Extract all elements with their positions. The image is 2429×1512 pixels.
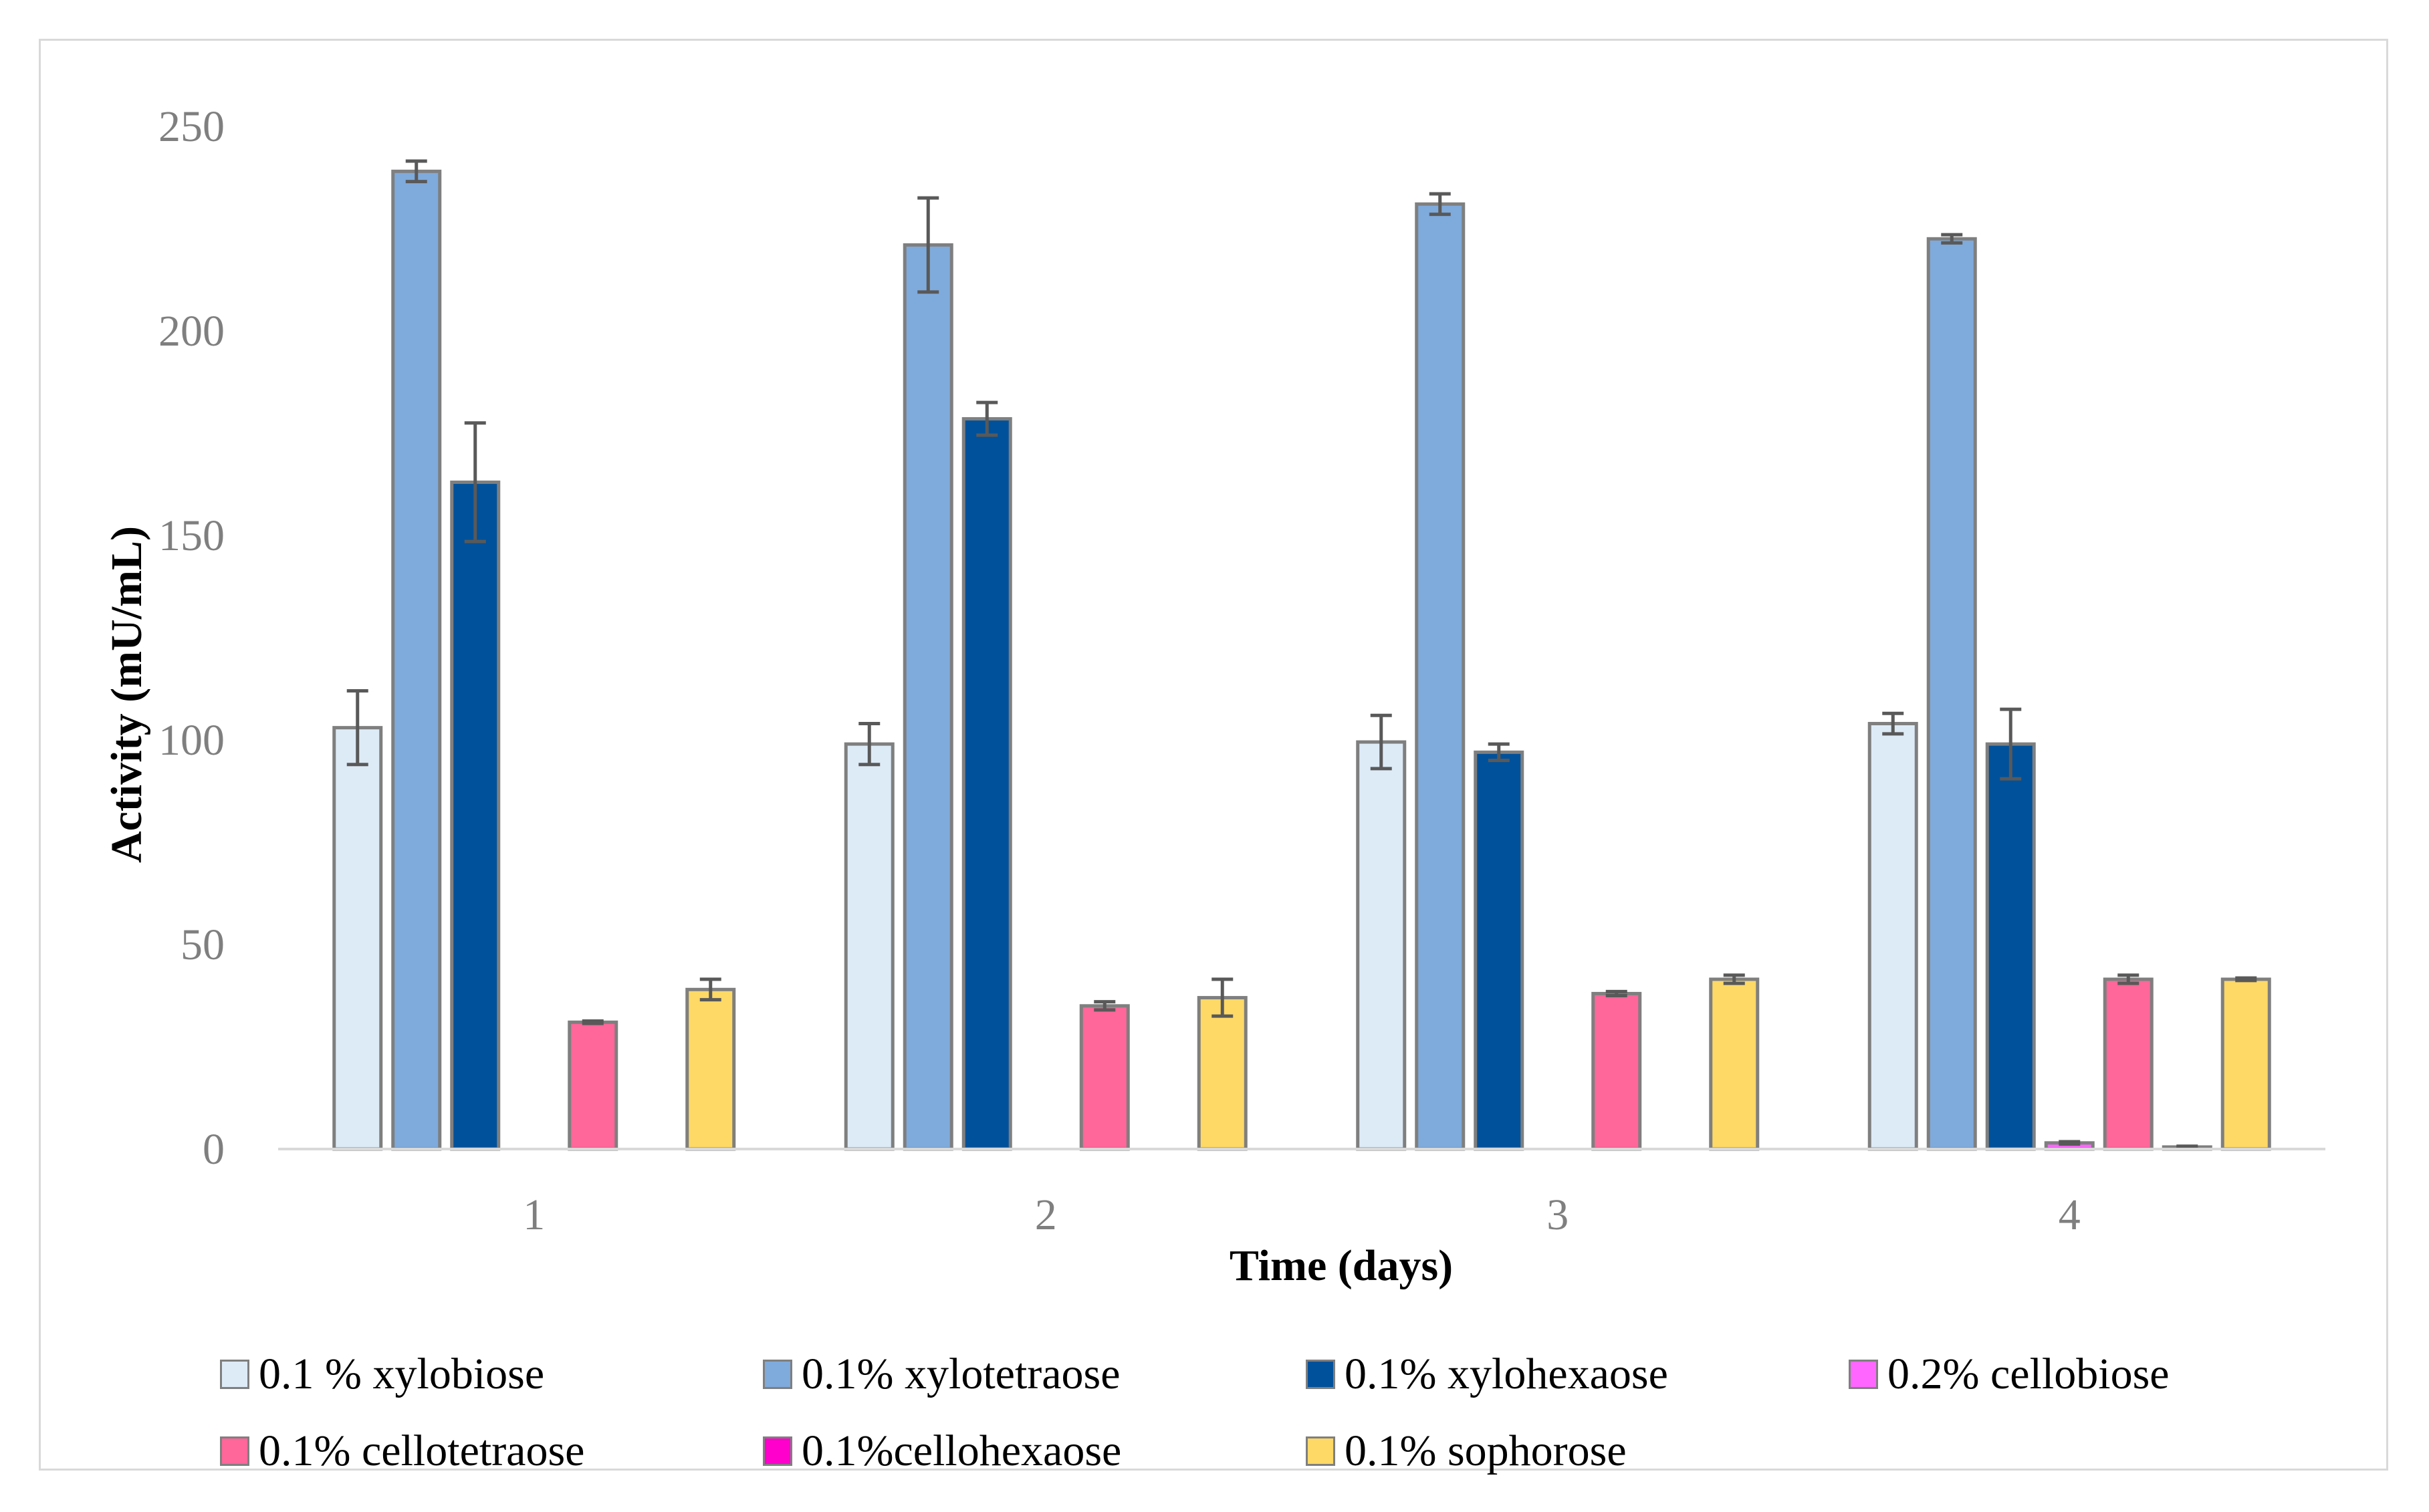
x-axis-ticks: 1 2 3 4 [523,1190,2081,1239]
legend-swatch [220,1360,249,1389]
bar [1197,996,1248,1151]
legend-swatch [1306,1360,1335,1389]
x-axis-title: Time (days) [1230,1241,1453,1290]
bar [332,726,383,1151]
chart-plot: 0 50 100 150 200 250 1 2 3 4 Time (days) Activit… [102,102,2325,1290]
y-tick-label: 50 [181,920,225,969]
legend-swatch [220,1436,249,1466]
bar [1926,237,1977,1151]
bar [844,742,895,1151]
legend: 0.1 % xylobiose 0.1% xylotetraose 0.1% xyl… [220,1348,2293,1495]
x-tick-label: 3 [1546,1190,1569,1239]
chart-frame: 0 50 100 150 200 250 1 2 3 4 Time (days) Activit… [39,39,2388,1475]
y-tick-label: 200 [158,307,225,356]
y-tick-label: 0 [203,1125,225,1174]
legend-label: 0.1 % xylobiose [259,1350,545,1398]
legend-item: 0.1% xylohexaose [1306,1348,1668,1401]
bar [568,1020,618,1151]
y-tick-label: 150 [158,511,225,560]
bar [961,417,1012,1151]
y-axis-title: Activity (mU/mL) [102,526,151,863]
error-bars-group [346,159,2257,1150]
bar [391,169,442,1151]
legend-item: 0.2% cellobiose [1849,1348,2170,1401]
bar [2103,977,2154,1151]
bar [1985,742,2036,1151]
legend-swatch [1849,1360,1878,1389]
x-tick-label: 1 [523,1190,545,1239]
x-tick-label: 4 [2059,1190,2081,1239]
legend-swatch [763,1360,792,1389]
bar [1709,977,1760,1151]
legend-item: 0.1% sophorose [1306,1424,1627,1478]
legend-item: 0.1%cellohexaose [763,1424,1121,1478]
bar [1415,202,1466,1151]
x-tick-label: 2 [1035,1190,1057,1239]
bar [1474,750,1524,1151]
legend-item: 0.1 % xylobiose [220,1348,544,1401]
y-tick-label: 250 [158,102,225,151]
bar [903,243,953,1151]
legend-label: 0.1% xylotetraose [802,1350,1121,1398]
legend-label: 0.2% cellobiose [1887,1350,2170,1398]
bar [1867,722,1918,1151]
bar [1356,740,1407,1151]
legend-label: 0.1%cellohexaose [802,1426,1122,1475]
legend-swatch [763,1436,792,1466]
bar [1591,991,1642,1151]
bar [1079,1004,1130,1151]
y-tick-label: 100 [158,716,225,765]
bars-group [332,169,2271,1151]
legend-label: 0.1% cellotetraose [259,1426,585,1475]
legend-swatch [1306,1436,1335,1466]
bar [450,480,501,1151]
legend-item: 0.1% xylotetraose [763,1348,1121,1401]
legend-label: 0.1% xylohexaose [1345,1350,1668,1398]
y-axis-ticks: 0 50 100 150 200 250 [158,102,225,1174]
bar [685,987,736,1151]
legend-item: 0.1% cellotetraose [220,1424,584,1478]
legend-label: 0.1% sophorose [1345,1426,1627,1475]
bar [2220,977,2271,1151]
